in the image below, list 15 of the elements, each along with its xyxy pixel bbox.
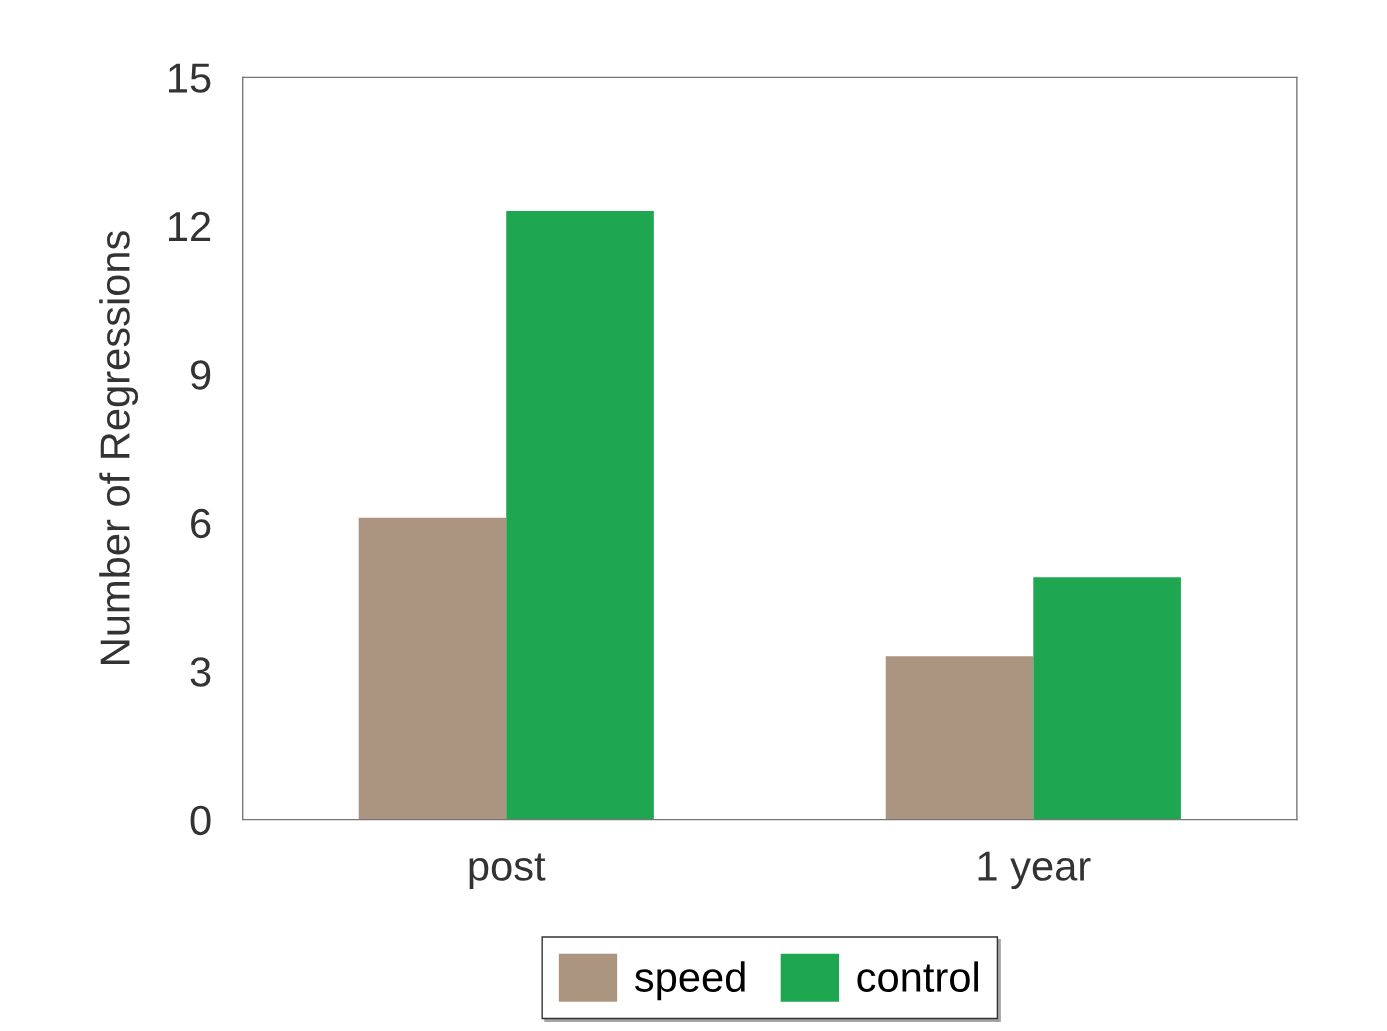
y-tick-label: 12 — [169, 211, 211, 241]
y-axis-title: Number of Regressions — [99, 231, 139, 664]
y-tick-label: 9 — [190, 360, 211, 390]
y-tick-label: 6 — [191, 508, 211, 539]
y-tick-label: 0 — [190, 805, 211, 836]
y-tick-label: 15 — [169, 63, 211, 93]
legend-label: control — [857, 961, 978, 992]
y-tick-label: 3 — [190, 657, 211, 687]
x-tick-label: post — [469, 853, 546, 890]
x-tick-label: 1 year — [978, 851, 1091, 890]
bar — [506, 210, 654, 820]
bar — [358, 517, 507, 820]
bar — [885, 656, 1034, 820]
bar — [1033, 577, 1181, 820]
legend-label: speed — [634, 961, 745, 1001]
